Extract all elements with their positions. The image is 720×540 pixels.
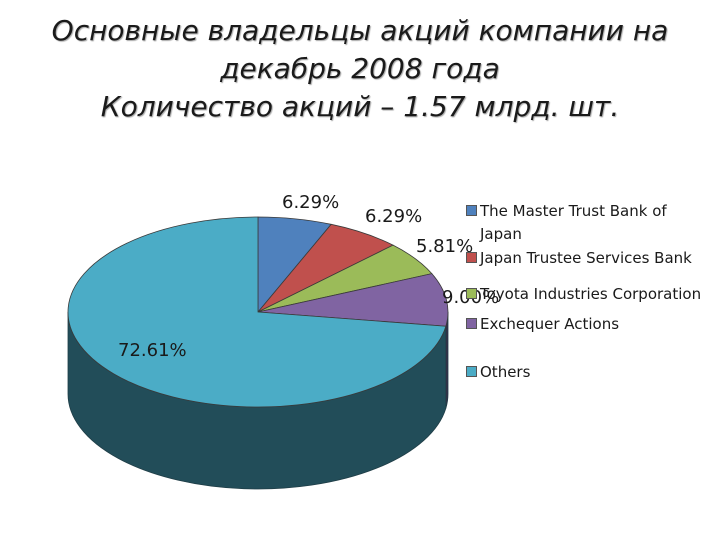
legend-label-0: The Master Trust Bank of Japan [480,202,667,243]
legend-item-3: Exchequer Actions [466,313,711,336]
pie-slice-4 [67,216,447,408]
legend-item-1: Japan Trustee Services Bank [466,247,711,270]
chart-title-line-2: декабрь 2008 года [220,52,500,85]
chart-title-line-1: Основные владельцы акций компании на [51,14,669,47]
legend-label-1: Japan Trustee Services Bank [480,249,692,267]
legend-swatch-4 [466,366,477,377]
legend-item-0: The Master Trust Bank of Japan [466,200,711,246]
pie-slice-3 [257,273,449,327]
legend-swatch-3 [466,318,477,329]
legend-swatch-0 [466,205,477,216]
chart-legend: The Master Trust Bank of Japan Japan Trus… [466,200,711,385]
data-label-2: 5.81% [416,236,473,257]
legend-label-4: Others [480,363,531,381]
legend-swatch-1 [466,252,477,263]
legend-item-4: Others [466,361,711,384]
data-label-4: 72.61% [118,340,187,361]
chart-title-line-3: Количество акций – 1.57 млрд. шт. [100,90,620,123]
legend-label-2: Toyota Industries Corporation [480,285,702,303]
legend-label-3: Exchequer Actions [480,315,620,333]
data-label-1: 6.29% [365,206,422,227]
legend-swatch-2 [466,288,477,299]
data-label-0: 6.29% [282,192,339,213]
legend-item-2: Toyota Industries Corporation [466,283,711,306]
